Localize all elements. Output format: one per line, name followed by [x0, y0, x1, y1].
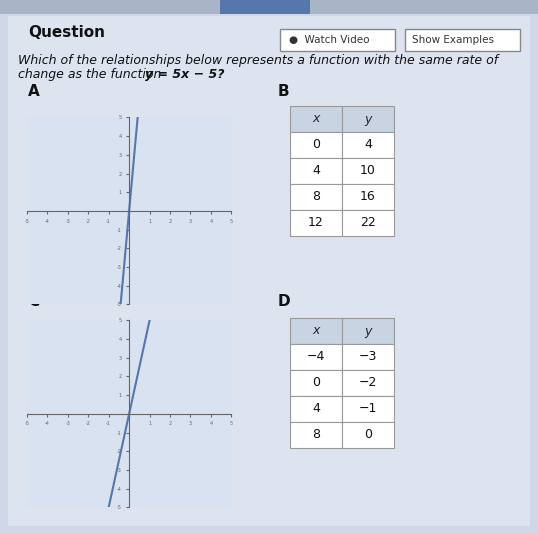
Bar [290, 184, 342, 210]
Text: −3: −3 [359, 350, 377, 364]
Bar [290, 344, 342, 370]
Text: 22: 22 [360, 216, 376, 230]
Text: 16: 16 [360, 191, 376, 203]
Text: −2: −2 [359, 376, 377, 389]
Bar [342, 184, 394, 210]
Text: x: x [313, 325, 320, 337]
Text: 0: 0 [312, 376, 320, 389]
Bar [342, 318, 394, 344]
Text: 0: 0 [312, 138, 320, 152]
Bar [342, 422, 394, 448]
Bar [342, 396, 394, 422]
Text: C: C [28, 294, 39, 309]
Text: −1: −1 [359, 403, 377, 415]
Text: 8: 8 [312, 428, 320, 442]
Bar [342, 132, 394, 158]
Text: ●  Watch Video: ● Watch Video [289, 35, 370, 45]
Bar [290, 158, 342, 184]
Bar [342, 158, 394, 184]
Text: 10: 10 [360, 164, 376, 177]
Bar [290, 396, 342, 422]
Bar [342, 106, 394, 132]
Text: −4: −4 [307, 350, 325, 364]
Text: y: y [364, 113, 372, 125]
Bar [220, 0, 310, 14]
Bar [342, 210, 394, 236]
Bar [290, 132, 342, 158]
Text: y = 5x − 5?: y = 5x − 5? [145, 68, 224, 81]
Text: D: D [278, 294, 291, 309]
Text: A: A [28, 84, 40, 99]
Bar [290, 422, 342, 448]
Bar [342, 370, 394, 396]
Text: change as the function: change as the function [18, 68, 165, 81]
Text: 4: 4 [312, 403, 320, 415]
Bar [290, 318, 342, 344]
Text: 4: 4 [312, 164, 320, 177]
Text: Question: Question [28, 25, 105, 40]
Bar [280, 29, 395, 51]
Text: 12: 12 [308, 216, 324, 230]
Text: Which of the relationships below represents a function with the same rate of: Which of the relationships below represe… [18, 54, 498, 67]
Bar [290, 370, 342, 396]
Text: 0: 0 [364, 428, 372, 442]
Text: 8: 8 [312, 191, 320, 203]
Bar [405, 29, 520, 51]
Text: y: y [364, 325, 372, 337]
Bar [0, 0, 538, 14]
Text: Show Examples: Show Examples [412, 35, 494, 45]
FancyBboxPatch shape [8, 16, 530, 526]
Bar [342, 344, 394, 370]
Text: 4: 4 [364, 138, 372, 152]
Bar [290, 210, 342, 236]
Bar [290, 106, 342, 132]
Text: B: B [278, 84, 289, 99]
Text: x: x [313, 113, 320, 125]
